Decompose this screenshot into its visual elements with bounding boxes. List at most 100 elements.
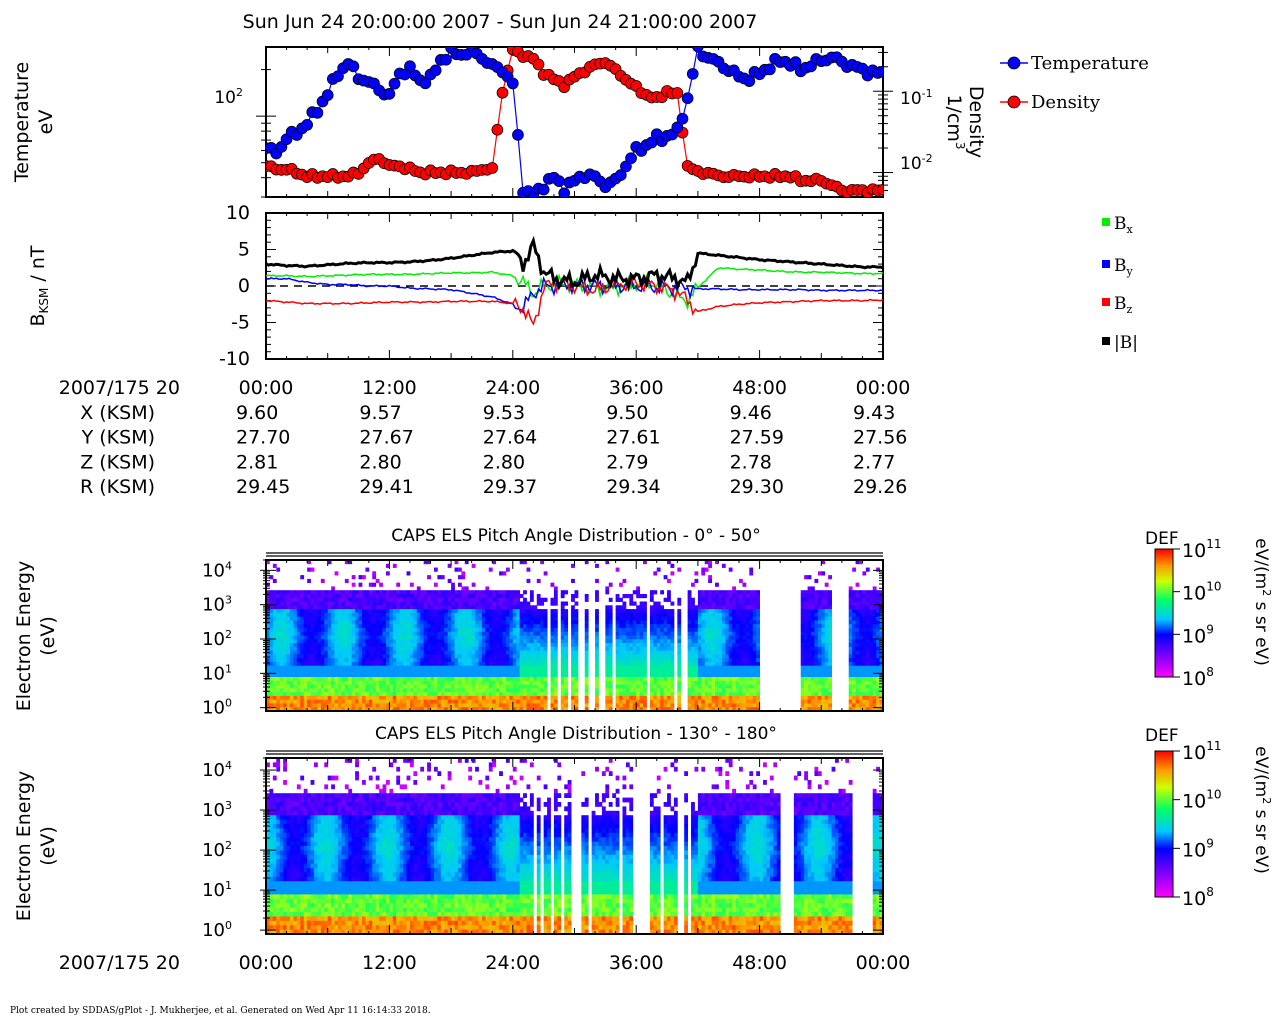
ephemeris-value: 9.53 — [483, 402, 525, 424]
legend-bz-swatch — [1102, 298, 1110, 306]
temperature-point — [877, 65, 883, 78]
temperature-point — [321, 89, 334, 101]
spectrogram1-ylabel-2: (eV) — [37, 616, 59, 656]
panel1-right-tick-1: 10-1 — [900, 87, 933, 109]
density-point — [532, 58, 545, 71]
legend-bmag-label: |B| — [1114, 333, 1138, 353]
spectrogram1-ylabel-1: Electron Energy — [13, 561, 35, 712]
colorbar-top: DEF eV/(m2 s sr eV) 1011 1010 109 108 — [1145, 529, 1273, 690]
temperature-point — [558, 187, 571, 197]
spectrogram-ytick-exponent: 4 — [225, 559, 232, 572]
time-tick-label: 36:00 — [609, 377, 664, 399]
spectrogram-ytick-label: 104 — [202, 559, 232, 581]
temperature-point — [512, 129, 524, 141]
ephemeris-value: 2.80 — [359, 451, 401, 473]
ephemeris-value: 29.30 — [730, 476, 784, 498]
ephemeris-value: 29.41 — [359, 476, 413, 498]
temperature-point — [743, 75, 756, 87]
panel1-ylabel-right-1: Density — [965, 86, 987, 158]
spectrogram-ytick-exponent: 0 — [225, 919, 232, 932]
temperature-point — [419, 77, 432, 90]
temperature-point — [764, 63, 776, 76]
time-axis-table: 2007/175 20 00:00 12:00 24:00 36:00 48:00 00:… — [59, 377, 911, 498]
ephemeris-value: 29.26 — [853, 476, 907, 498]
spectrogram2-ylabel-1: Electron Energy — [13, 771, 35, 922]
spectrogram-ytick-label: 101 — [202, 662, 232, 684]
bz-line — [265, 273, 884, 326]
time-tick-label: 48:00 — [732, 377, 787, 399]
temperature-point — [681, 92, 694, 105]
spectrogram-0-50: CAPS ELS Pitch Angle Distribution - 0° -… — [13, 526, 884, 719]
spectrogram-ytick-exponent: 4 — [225, 759, 232, 772]
ephemeris-row-label: Y (KSM) — [81, 427, 155, 449]
spectrogram-ytick-label: 100 — [202, 697, 232, 719]
panel2-ylabel: BKSM / nT — [27, 245, 51, 326]
ephemeris-value: 27.64 — [483, 427, 537, 449]
spectrogram-ytick-label: 103 — [202, 799, 232, 821]
temperature-point — [686, 68, 699, 80]
footer-credit: Plot created by SDDAS/gPlot - J. Mukherj… — [10, 1006, 431, 1016]
panel2-ytick-label: 10 — [226, 202, 250, 224]
colorbar-tick-label: 1011 — [1182, 537, 1221, 562]
by-line — [265, 274, 884, 315]
temperature-point — [553, 175, 565, 187]
spectrogram-ytick-label: 104 — [202, 759, 232, 781]
temperature-point — [676, 112, 689, 125]
spectrogram1-title: CAPS ELS Pitch Angle Distribution - 0° -… — [391, 526, 760, 546]
spectrogram2-ylabel-2: (eV) — [37, 826, 59, 866]
temperature-point — [404, 60, 416, 73]
legend-bx-label: Bx — [1114, 214, 1134, 236]
ephemeris-row-label: R (KSM) — [80, 476, 155, 498]
panel2-ytick-label: 0 — [238, 275, 250, 297]
temperature-point — [789, 56, 802, 68]
colorbar1-scale — [1154, 548, 1174, 678]
panel1-ylabel-left-1: Temperature — [11, 62, 33, 183]
panel1-ylabel-right-2: 1/cm3 — [943, 94, 967, 149]
panel-magnetic-field: 10 5 0 -5 -10 BKSM / nT Bx By Bz |B| — [27, 202, 1138, 370]
panel2-ytick-label: 5 — [238, 239, 250, 261]
temperature-point — [383, 88, 396, 100]
spectrogram-130-180: CAPS ELS Pitch Angle Distribution - 130°… — [13, 724, 884, 941]
spectrogram2-title: CAPS ELS Pitch Angle Distribution - 130°… — [375, 724, 777, 744]
spectrogram-ytick-label: 102 — [202, 839, 232, 861]
bmag-line — [265, 235, 884, 293]
colorbar-tick-label: 109 — [1182, 622, 1214, 647]
ephemeris-value: 2.78 — [730, 451, 772, 473]
ephemeris-value: 29.45 — [236, 476, 290, 498]
colorbar-tick-label: 108 — [1182, 665, 1214, 690]
density-point — [486, 162, 499, 174]
density-point — [671, 87, 684, 99]
temperature-point — [537, 183, 550, 196]
colorbar-tick-label: 1010 — [1182, 788, 1221, 813]
ephemeris-row-label: Z (KSM) — [80, 451, 155, 473]
colorbar1-title: DEF — [1145, 529, 1179, 549]
panel1-left-tick: 102 — [214, 86, 243, 108]
colorbar2-title: DEF — [1145, 726, 1179, 746]
density-point — [496, 86, 509, 99]
plot-title: Sun Jun 24 20:00:00 2007 - Sun Jun 24 21… — [243, 11, 758, 33]
ephemeris-value: 2.80 — [483, 451, 525, 473]
ephemeris-value: 9.57 — [359, 402, 401, 424]
ephemeris-value: 2.81 — [236, 451, 278, 473]
panel2-legend: Bx By Bz |B| — [1102, 214, 1138, 353]
colorbar-tick-label: 108 — [1182, 885, 1214, 910]
time-tick-label: 24:00 — [485, 377, 540, 399]
time-tick-label: 24:00 — [485, 952, 540, 974]
ephemeris-value: 27.67 — [359, 427, 413, 449]
temperature-point — [692, 47, 704, 53]
spectrogram-ytick-exponent: 0 — [225, 697, 232, 710]
panel1-legend: Temperature Density — [1000, 53, 1149, 113]
bottom-date-label: 2007/175 20 — [59, 952, 180, 974]
temperature-point — [301, 118, 313, 131]
spectrogram-ytick-exponent: 1 — [225, 879, 232, 892]
spectrogram-ytick-exponent: 1 — [225, 662, 232, 675]
panel-temperature-density: 102 10-1 10-2 Temperature eV Density 1/c… — [11, 46, 1149, 198]
spectrogram-ytick-exponent: 3 — [225, 799, 232, 812]
ephemeris-value: 9.60 — [236, 402, 278, 424]
time-tick-label: 36:00 — [609, 952, 664, 974]
panel1-ylabel-left-2: eV — [35, 110, 57, 135]
panel1-right-tick-2: 10-2 — [900, 152, 933, 174]
time-tick-label: 12:00 — [362, 952, 417, 974]
ephemeris-value: 9.43 — [853, 402, 895, 424]
